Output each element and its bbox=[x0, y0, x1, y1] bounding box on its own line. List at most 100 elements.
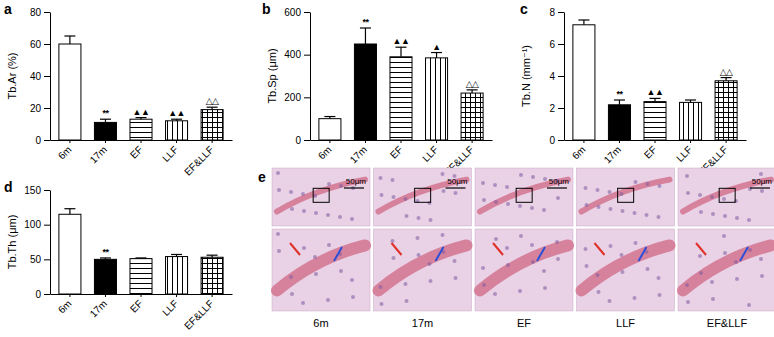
bar bbox=[130, 119, 152, 140]
scale-bar bbox=[446, 187, 466, 188]
bar bbox=[166, 121, 188, 140]
y-tick-mark bbox=[304, 55, 310, 56]
cell-dot bbox=[405, 214, 409, 218]
y-tick-label: 0 bbox=[35, 289, 41, 300]
cell-dot bbox=[530, 243, 534, 247]
zoom-box bbox=[313, 188, 329, 202]
zoom-box bbox=[719, 188, 735, 202]
bar bbox=[130, 259, 152, 294]
red-arrow bbox=[290, 243, 300, 255]
y-tick-label: 80 bbox=[30, 7, 42, 18]
error-bar bbox=[100, 119, 111, 122]
cell-dot bbox=[493, 183, 497, 187]
significance-mark: △△ bbox=[720, 67, 733, 77]
error-bar-cap bbox=[721, 77, 732, 78]
significance-mark: ** bbox=[102, 108, 109, 118]
x-tick: EF bbox=[642, 140, 659, 161]
significance-mark: ** bbox=[102, 247, 109, 257]
x-tick: EF&LLF bbox=[182, 294, 216, 332]
cell-dot bbox=[417, 216, 421, 220]
bar bbox=[715, 81, 737, 140]
error-bar bbox=[685, 100, 696, 102]
y-tick-mark bbox=[558, 140, 564, 141]
image-background bbox=[678, 168, 774, 226]
error-bar-cap bbox=[135, 117, 146, 118]
y-tick-mark bbox=[44, 294, 50, 295]
cell-dot bbox=[686, 300, 690, 304]
cell-dot bbox=[350, 278, 354, 282]
y-tick-label: 2 bbox=[549, 103, 555, 114]
cell-dot bbox=[620, 253, 624, 257]
y-tick-label: 200 bbox=[284, 92, 301, 103]
x-axis: 6m17mEFLLFEF&LLF bbox=[51, 294, 233, 332]
y-tick: 2 bbox=[549, 103, 564, 114]
cell-dot bbox=[417, 253, 421, 257]
cell-dot bbox=[481, 181, 485, 185]
cell-dot bbox=[314, 272, 318, 276]
error-bar-cap bbox=[207, 107, 218, 108]
error-bar-cap bbox=[467, 89, 478, 90]
cell-dot bbox=[404, 282, 408, 286]
x-tick-label: LLF bbox=[160, 298, 180, 318]
y-axis-line bbox=[50, 191, 51, 295]
cell-dot bbox=[531, 175, 535, 179]
x-tick-label: EF bbox=[388, 144, 405, 161]
cell-dot bbox=[634, 241, 638, 245]
error-bar-cap bbox=[100, 257, 111, 258]
error-bar-cap bbox=[64, 208, 75, 209]
y-axis: 050100150 bbox=[24, 185, 50, 300]
cell-dot bbox=[620, 192, 624, 196]
zoom-box bbox=[618, 188, 634, 202]
cell-dot bbox=[301, 301, 305, 305]
bar bbox=[680, 102, 702, 140]
y-tick-label: 50 bbox=[30, 254, 42, 265]
y-tick-label: 400 bbox=[284, 49, 301, 60]
error-bar bbox=[431, 53, 442, 58]
error-bar-cap bbox=[431, 52, 442, 53]
cell-dot bbox=[760, 189, 764, 193]
red-arrow bbox=[493, 243, 503, 255]
y-tick-mark bbox=[44, 12, 50, 13]
cell-dot bbox=[454, 276, 458, 280]
cell-dot bbox=[543, 177, 547, 181]
cell-dot bbox=[699, 210, 703, 214]
cell-dot bbox=[453, 259, 457, 263]
x-tick-label: EF&LLF bbox=[182, 298, 216, 332]
cell-dot bbox=[301, 192, 305, 196]
plot-marks bbox=[319, 28, 483, 140]
cell-dot bbox=[585, 203, 589, 207]
x-tick-label: 6m bbox=[56, 144, 74, 162]
x-tick-label: 6m bbox=[570, 144, 588, 162]
error-bar-stem bbox=[619, 100, 620, 105]
cell-dot bbox=[327, 182, 331, 186]
cell-dot bbox=[542, 208, 546, 212]
histology-image-bottom bbox=[475, 229, 573, 311]
y-tick-mark bbox=[44, 44, 50, 45]
histology-image-top bbox=[577, 168, 675, 226]
plot-marks bbox=[59, 36, 223, 140]
error-bar-stem bbox=[400, 47, 401, 57]
error-bar-cap bbox=[135, 257, 146, 258]
y-tick-label: 20 bbox=[30, 103, 42, 114]
cell-dot bbox=[454, 191, 458, 195]
x-tick-mark bbox=[365, 140, 366, 143]
x-tick: 17m bbox=[88, 140, 110, 165]
blue-arrow bbox=[537, 247, 545, 261]
cell-dot bbox=[722, 197, 726, 201]
y-tick-label: 0 bbox=[295, 135, 301, 146]
error-bar-cap bbox=[614, 99, 625, 100]
x-tick-mark bbox=[176, 294, 177, 297]
error-bar bbox=[207, 107, 218, 109]
x-tick: 6m bbox=[56, 294, 74, 315]
cell-dot bbox=[711, 297, 715, 301]
bar-panel: dTb.Th (μm)**0501001506m17mEFLLFEF&LLF bbox=[4, 179, 233, 332]
image-background bbox=[475, 229, 573, 311]
cell-dot bbox=[380, 302, 384, 306]
x-tick-label: 6m bbox=[56, 298, 74, 316]
y-tick: 6 bbox=[549, 39, 564, 50]
x-tick: LLF bbox=[160, 140, 180, 164]
y-tick-mark bbox=[558, 44, 564, 45]
y-tick-mark bbox=[44, 108, 50, 109]
cell-dot bbox=[302, 209, 306, 213]
x-tick-label: EF&LLF bbox=[182, 144, 216, 178]
